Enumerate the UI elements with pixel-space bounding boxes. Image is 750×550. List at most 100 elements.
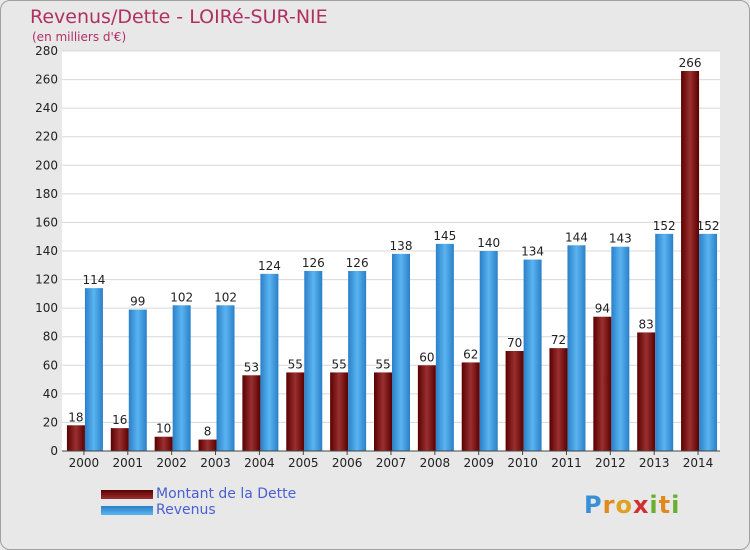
value-label-revenus: 145 <box>433 229 456 243</box>
x-axis: 2000 2001 2002 2003 2004 2005 2006 2007 2008 2009… <box>69 451 714 470</box>
logo-letter: P <box>584 491 603 519</box>
value-label-debt: 55 <box>375 357 390 371</box>
bar-revenus <box>348 271 367 451</box>
bar-debt <box>637 332 656 451</box>
value-label-debt: 55 <box>288 357 303 371</box>
bar-debt <box>505 351 524 451</box>
bar-revenus <box>84 288 103 451</box>
bar-revenus <box>567 245 586 451</box>
value-label-debt: 83 <box>639 317 654 331</box>
bar-revenus <box>435 243 454 451</box>
y-tick-label: 120 <box>35 273 58 287</box>
bar-revenus <box>611 246 630 451</box>
value-label-debt: 266 <box>679 56 702 70</box>
y-tick-label: 0 <box>50 444 58 458</box>
x-tick-label: 2008 <box>420 456 451 470</box>
bar-revenus <box>699 233 718 451</box>
value-label-debt: 18 <box>68 410 83 424</box>
x-tick-label: 2004 <box>244 456 275 470</box>
x-tick-label: 2014 <box>683 456 714 470</box>
y-tick-label: 40 <box>43 387 58 401</box>
x-tick-label: 2010 <box>507 456 538 470</box>
value-label-revenus: 126 <box>302 256 325 270</box>
value-label-debt: 70 <box>507 336 522 350</box>
y-tick-label: 60 <box>43 358 58 372</box>
value-label-revenus: 102 <box>170 290 193 304</box>
logo-letter: r <box>602 491 616 519</box>
bar-debt <box>593 316 612 451</box>
value-label-debt: 60 <box>419 350 434 364</box>
bar-debt <box>154 436 173 451</box>
value-label-debt: 62 <box>463 347 478 361</box>
legend-swatch-revenus <box>101 506 153 515</box>
x-tick-label: 2009 <box>463 456 494 470</box>
bar-revenus <box>523 259 542 451</box>
y-tick-label: 200 <box>35 158 58 172</box>
value-label-revenus: 152 <box>697 219 720 233</box>
logo-letter: i <box>671 491 681 519</box>
logo-letter: o <box>615 491 633 519</box>
value-label-revenus: 143 <box>609 232 632 246</box>
y-tick-label: 220 <box>35 130 58 144</box>
value-label-revenus: 152 <box>653 219 676 233</box>
logo-letter: x <box>632 491 650 519</box>
legend-label-revenus: Revenus <box>156 502 216 518</box>
value-label-revenus: 140 <box>477 236 500 250</box>
chart-title: Revenus/Dette - LOIRé-SUR-NIE <box>30 6 328 28</box>
logo-letter: i <box>649 491 659 519</box>
x-tick-label: 2011 <box>551 456 582 470</box>
bar-debt <box>417 365 436 451</box>
value-label-revenus: 138 <box>390 239 413 253</box>
value-label-revenus: 99 <box>130 295 145 309</box>
value-label-revenus: 126 <box>346 256 369 270</box>
bar-debt <box>198 439 217 451</box>
bar-revenus <box>655 233 674 451</box>
y-tick-label: 140 <box>35 244 58 258</box>
y-tick-label: 280 <box>35 44 58 58</box>
legend-label-debt: Montant de la Dette <box>156 486 297 502</box>
bar-revenus <box>260 273 279 451</box>
y-tick-label: 240 <box>35 101 58 115</box>
x-tick-label: 2002 <box>156 456 187 470</box>
proxiti-logo: Proxiti <box>584 491 680 519</box>
value-label-revenus: 124 <box>258 259 281 273</box>
chart-subtitle: (en milliers d'€) <box>32 30 127 44</box>
bar-revenus <box>479 251 498 451</box>
bar-debt <box>66 425 85 451</box>
x-tick-label: 2000 <box>69 456 100 470</box>
bar-revenus <box>128 309 147 451</box>
bar-debt <box>330 372 349 451</box>
bar-revenus <box>172 305 191 451</box>
bar-debt <box>286 372 305 451</box>
logo-letter: t <box>658 491 672 519</box>
x-tick-label: 2013 <box>639 456 670 470</box>
bar-debt <box>242 375 261 451</box>
legend-swatch-debt <box>101 490 153 499</box>
x-tick-label: 2005 <box>288 456 319 470</box>
bar-debt <box>461 362 480 451</box>
bar-revenus <box>392 253 410 451</box>
value-label-debt: 55 <box>331 357 346 371</box>
y-tick-label: 80 <box>43 330 58 344</box>
y-tick-label: 260 <box>35 73 58 87</box>
value-label-debt: 94 <box>595 302 610 316</box>
y-tick-label: 20 <box>43 415 58 429</box>
value-label-debt: 16 <box>112 413 127 427</box>
y-axis: 0 20 40 60 80 100 120 140 160 180 200 220 240 260 280 <box>35 44 58 458</box>
bars: 18 114 16 99 10 102 8 102 53 124 55 126 55 126 55 138 60… <box>66 56 720 451</box>
value-label-debt: 72 <box>551 333 566 347</box>
bar-revenus <box>216 305 235 451</box>
x-tick-label: 2007 <box>376 456 407 470</box>
y-tick-label: 160 <box>35 215 58 229</box>
bar-revenus <box>304 271 323 451</box>
x-tick-label: 2001 <box>113 456 144 470</box>
x-tick-label: 2012 <box>595 456 626 470</box>
x-tick-label: 2003 <box>200 456 231 470</box>
value-label-revenus: 102 <box>214 290 237 304</box>
value-label-debt: 53 <box>244 360 259 374</box>
value-label-revenus: 144 <box>565 230 588 244</box>
value-label-revenus: 134 <box>521 245 544 259</box>
bar-debt <box>549 348 568 451</box>
